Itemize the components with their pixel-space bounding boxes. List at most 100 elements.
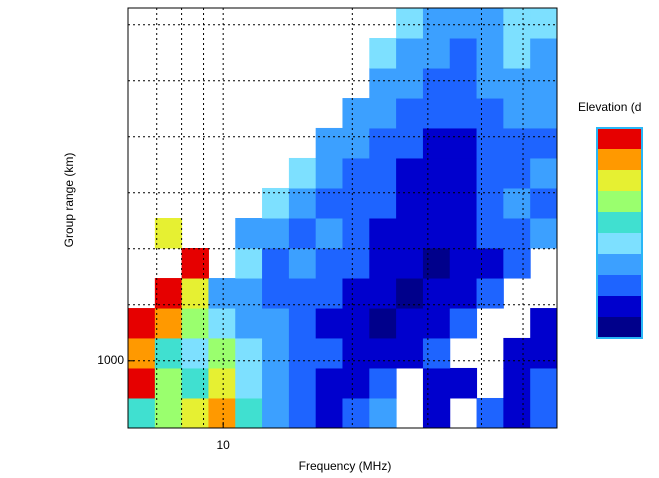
colorbar-swatch (597, 254, 642, 275)
x-axis-label: Frequency (MHz) (299, 459, 392, 473)
plot-frame (127, 7, 558, 429)
heatmap-cell (154, 278, 183, 309)
heatmap-cell (530, 308, 558, 339)
heatmap-cell (342, 248, 370, 279)
heatmap-cell (396, 308, 424, 339)
heatmap-cell (369, 157, 397, 189)
heatmap-cell (503, 218, 531, 249)
heatmap-cell (315, 367, 343, 399)
heatmap-cell (369, 68, 397, 99)
heatmap-cell (503, 187, 531, 219)
y-tick-label: 1000 (97, 353, 124, 367)
colorbar-swatch (597, 149, 642, 170)
heatmap-cell (476, 278, 504, 309)
heatmap-cell (154, 367, 183, 399)
heatmap-cell (396, 8, 424, 39)
heatmap-cell (422, 397, 451, 429)
heatmap-cell (181, 367, 209, 399)
heatmap-cell (396, 38, 424, 69)
heatmap-cell (422, 218, 451, 249)
heatmap-cell (369, 218, 397, 249)
heatmap-cell (449, 127, 478, 159)
heatmap-cell (396, 278, 424, 309)
heatmap-cell (154, 308, 183, 339)
heatmap-cell (342, 98, 370, 129)
heatmap-cell (342, 127, 370, 159)
heatmap-cell (530, 218, 558, 249)
colorbar-frame (596, 127, 643, 339)
heatmap-cell (342, 337, 370, 369)
heatmap-cell (154, 337, 183, 369)
heatmap-cell (154, 218, 183, 249)
heatmap-cell (530, 337, 558, 369)
heatmap-cell (315, 337, 343, 369)
heatmap-cell (449, 157, 478, 189)
heatmap-cell (422, 337, 451, 369)
heatmap-cell (422, 98, 451, 129)
heatmap-cell (396, 157, 424, 189)
heatmap-cell (503, 397, 531, 429)
heatmap-cell (476, 8, 504, 39)
heatmap-cell (449, 218, 478, 249)
heatmap-cell (288, 248, 317, 279)
heatmap-cell (369, 397, 397, 429)
heatmap-cell (449, 8, 478, 39)
heatmap-cell (128, 397, 156, 429)
heatmap-cell (369, 278, 397, 309)
heatmap-cell (262, 248, 290, 279)
heatmap-cell (315, 248, 343, 279)
heatmap-cell (342, 187, 370, 219)
heatmap-cell (476, 98, 504, 129)
heatmap-cell (208, 278, 236, 309)
heatmap-cell (288, 397, 317, 429)
colorbar-swatch (597, 317, 642, 338)
heatmap-cell (422, 187, 451, 219)
heatmap-cell (288, 157, 317, 189)
heatmap-cell (530, 68, 558, 99)
heatmap-cell (503, 38, 531, 69)
heatmap-cell (288, 278, 317, 309)
heatmap-cell (503, 367, 531, 399)
heatmap-cell (315, 278, 343, 309)
heatmap-cell (476, 68, 504, 99)
heatmap-cell (235, 218, 263, 249)
heatmap-cell (369, 367, 397, 399)
heatmap-cell (288, 337, 317, 369)
heatmap-cell (154, 397, 183, 429)
heatmap-cell (396, 68, 424, 99)
heatmap-cell (422, 38, 451, 69)
heatmap-cell (503, 8, 531, 39)
heatmap-cell (422, 8, 451, 39)
heatmap-cell (208, 337, 236, 369)
heatmap-cell (342, 397, 370, 429)
heatmap-cell (181, 337, 209, 369)
heatmap-cell (315, 397, 343, 429)
colorbar-swatch (597, 275, 642, 296)
heatmap-cell (181, 248, 209, 279)
heatmap-cell (503, 248, 531, 279)
heatmap-cell (235, 367, 263, 399)
colorbar-swatch (597, 212, 642, 233)
heatmap-cell (530, 397, 558, 429)
heatmap-cell (396, 337, 424, 369)
heatmap-cell (503, 98, 531, 129)
heatmap-cell (422, 248, 451, 279)
x-tick-label: 10 (216, 438, 230, 452)
colorbar-swatch (597, 296, 642, 317)
heatmap-cell (476, 38, 504, 69)
heatmap-cell (235, 248, 263, 279)
heatmap-cell (449, 278, 478, 309)
heatmap-cell (235, 308, 263, 339)
heatmap-cell (262, 337, 290, 369)
heatmap-cell (181, 397, 209, 429)
heatmap-cell (369, 127, 397, 159)
heatmap-cell (369, 337, 397, 369)
colorbar-swatch (597, 191, 642, 212)
heatmap-cell (342, 157, 370, 189)
heatmap-cell (503, 337, 531, 369)
heatmap-cell (315, 218, 343, 249)
heatmap-cell (181, 308, 209, 339)
heatmap-cell (530, 98, 558, 129)
colorbar-swatch (597, 128, 642, 149)
heatmap-cell (476, 127, 504, 159)
